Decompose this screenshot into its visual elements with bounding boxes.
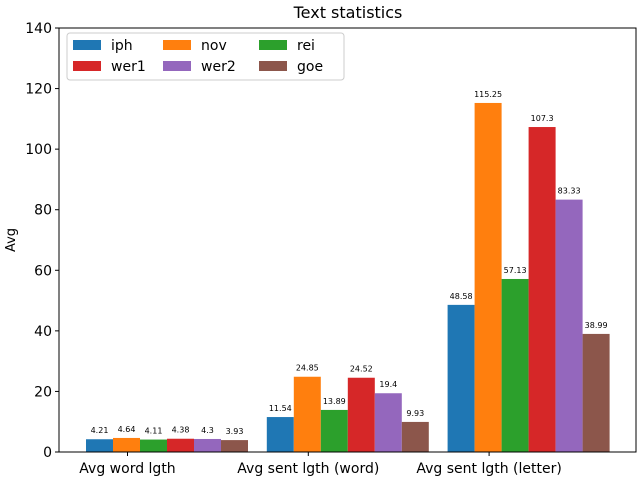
y-tick-label: 20	[34, 384, 52, 400]
bar-wer2	[194, 438, 221, 452]
legend-swatch-rei	[259, 40, 287, 50]
plot-area-frame	[58, 27, 637, 453]
y-tick-label: 80	[34, 203, 52, 219]
legend-swatch-wer1	[73, 61, 101, 71]
bar-wer1	[167, 438, 194, 452]
data-label: 115.25	[474, 90, 502, 99]
bar-nov	[293, 376, 321, 452]
data-label: 83.33	[558, 187, 581, 196]
data-label: 38.99	[585, 321, 608, 330]
y-axis-label: Avg	[4, 228, 19, 252]
bar-iph	[86, 439, 113, 452]
bar-rei	[140, 439, 167, 452]
data-label: 19.4	[379, 380, 397, 389]
chart-title: Text statistics	[293, 3, 403, 22]
data-label: 4.21	[91, 426, 109, 435]
x-tick-label: Avg sent lgth (word)	[237, 461, 379, 477]
legend-label-goe: goe	[297, 59, 323, 75]
data-label: 24.52	[350, 365, 373, 374]
data-label: 57.13	[504, 266, 527, 275]
bar-nov	[474, 102, 502, 452]
legend-label-wer1: wer1	[111, 59, 146, 75]
y-axis-ticks: 0 20 40 60 80 100 120 140	[25, 21, 59, 461]
data-label: 9.93	[406, 409, 424, 418]
bar-wer1	[347, 377, 375, 452]
legend-label-nov: nov	[201, 38, 227, 54]
bar-nov	[113, 437, 140, 452]
x-tick-label: Avg word lgth	[79, 461, 175, 477]
bar-goe	[401, 421, 429, 452]
data-label: 4.11	[145, 427, 163, 436]
legend-label-wer2: wer2	[201, 59, 236, 75]
bar-wer1	[528, 127, 556, 452]
bar-wer2	[555, 199, 583, 452]
y-tick-label: 60	[34, 263, 52, 279]
data-labels-group: 4.21 4.64 4.11 4.38 4.3 3.93 11.54 24.85 13.89 24…	[91, 90, 608, 436]
legend-swatch-wer2	[163, 61, 191, 71]
data-label: 4.3	[201, 426, 214, 435]
bars-group	[86, 102, 610, 452]
data-label: 13.89	[323, 397, 346, 406]
x-tick-label: Avg sent lgth (letter)	[416, 461, 561, 477]
x-axis-ticks: Avg word lgth Avg sent lgth (word) Avg sen…	[79, 452, 562, 477]
y-tick-label: 100	[25, 142, 52, 158]
data-label: 48.58	[450, 292, 473, 301]
legend-swatch-iph	[73, 40, 101, 50]
bar-wer2	[374, 393, 402, 452]
y-tick-label: 0	[43, 445, 52, 461]
legend-swatch-nov	[163, 40, 191, 50]
y-tick-label: 40	[34, 324, 52, 340]
data-label: 4.38	[172, 426, 190, 435]
bar-goe	[582, 333, 610, 452]
bar-iph	[266, 417, 294, 452]
legend-label-rei: rei	[297, 38, 315, 54]
y-tick-label: 120	[25, 82, 52, 98]
bar-rei	[501, 278, 529, 452]
legend: iph nov rei wer1 wer2 goe	[66, 32, 345, 81]
legend-label-iph: iph	[111, 38, 133, 54]
bar-iph	[447, 304, 475, 452]
bar-goe	[221, 440, 248, 452]
legend-swatch-goe	[259, 61, 287, 71]
data-label: 4.64	[118, 425, 136, 434]
bar-rei	[320, 409, 348, 452]
data-label: 24.85	[296, 364, 319, 373]
data-label: 11.54	[269, 404, 292, 413]
data-label: 107.3	[531, 114, 554, 123]
y-tick-label: 140	[25, 21, 52, 37]
data-label: 3.93	[226, 427, 244, 436]
